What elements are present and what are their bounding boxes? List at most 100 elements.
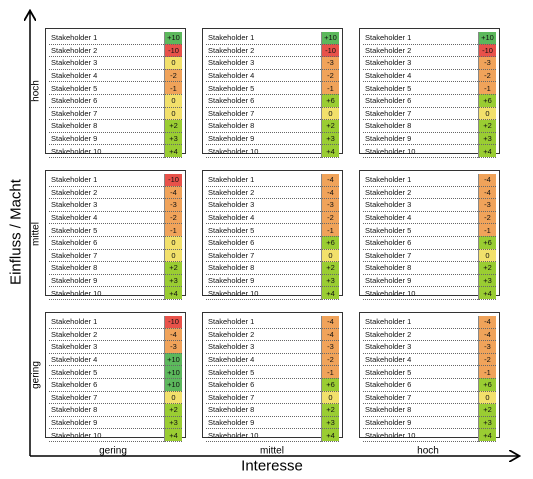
stakeholder-name: Stakeholder 10 [206, 286, 322, 300]
stakeholder-name: Stakeholder 3 [206, 56, 322, 70]
stakeholder-table: Stakeholder 1 -10 Stakeholder 2 -4 Stakehold… [49, 174, 182, 300]
stakeholder-name: Stakeholder 10 [363, 428, 479, 442]
stakeholder-row: Stakeholder 9 +3 [206, 274, 339, 288]
stakeholder-score: -4 [478, 174, 496, 187]
stakeholder-row: Stakeholder 6 +6 [206, 94, 339, 108]
stakeholder-name: Stakeholder 5 [363, 81, 479, 95]
stakeholder-row: Stakeholder 1 -10 [49, 316, 182, 329]
stakeholder-score: +10 [321, 32, 339, 45]
stakeholder-row: Stakeholder 10 +4 [363, 144, 496, 158]
stakeholder-row: Stakeholder 2 -4 [363, 328, 496, 342]
stakeholder-score: +4 [321, 286, 339, 300]
stakeholder-name: Stakeholder 2 [49, 44, 165, 58]
stakeholder-score: -10 [164, 174, 182, 187]
stakeholder-table: Stakeholder 1 +10 Stakeholder 2 -10 Stakehol… [363, 32, 496, 158]
stakeholder-row: Stakeholder 1 +10 [363, 32, 496, 45]
stakeholder-row: Stakeholder 4 +10 [49, 353, 182, 367]
stakeholder-name: Stakeholder 2 [363, 328, 479, 342]
stakeholder-score: -4 [478, 328, 496, 342]
stakeholder-row: Stakeholder 6 +6 [206, 378, 339, 392]
stakeholder-name: Stakeholder 5 [206, 365, 322, 379]
stakeholder-name: Stakeholder 5 [49, 81, 165, 95]
stakeholder-score: -4 [478, 316, 496, 329]
stakeholder-row: Stakeholder 4 -2 [363, 211, 496, 225]
stakeholder-name: Stakeholder 3 [206, 198, 322, 212]
panel-influence-medium-interest-low: Stakeholder 1 -10 Stakeholder 2 -4 Stakehold… [45, 170, 186, 300]
stakeholder-name: Stakeholder 6 [49, 94, 165, 108]
stakeholder-score: +10 [164, 32, 182, 45]
stakeholder-score: +2 [164, 403, 182, 417]
x-level-label: gering [99, 445, 127, 457]
stakeholder-score: -10 [164, 44, 182, 58]
stakeholder-name: Stakeholder 5 [206, 81, 322, 95]
stakeholder-name: Stakeholder 3 [363, 198, 479, 212]
stakeholder-name: Stakeholder 7 [49, 391, 165, 405]
stakeholder-name: Stakeholder 9 [206, 416, 322, 430]
stakeholder-row: Stakeholder 10 +4 [206, 286, 339, 300]
stakeholder-name: Stakeholder 9 [49, 132, 165, 146]
stakeholder-name: Stakeholder 5 [49, 223, 165, 237]
stakeholder-score: +3 [478, 132, 496, 146]
stakeholder-name: Stakeholder 1 [206, 316, 322, 329]
panel-influence-medium-interest-high: Stakeholder 1 -4 Stakeholder 2 -4 Stakeholde… [359, 170, 500, 300]
stakeholder-row: Stakeholder 10 +4 [206, 144, 339, 158]
stakeholder-score: 0 [164, 249, 182, 263]
stakeholder-score: -1 [478, 365, 496, 379]
stakeholder-name: Stakeholder 4 [363, 211, 479, 225]
stakeholder-name: Stakeholder 7 [206, 391, 322, 405]
stakeholder-row: Stakeholder 9 +3 [363, 132, 496, 146]
stakeholder-score: 0 [321, 391, 339, 405]
stakeholder-name: Stakeholder 1 [363, 316, 479, 329]
stakeholder-score: -4 [478, 186, 496, 200]
stakeholder-score: +2 [164, 261, 182, 275]
stakeholder-row: Stakeholder 5 -1 [206, 223, 339, 237]
stakeholder-score: 0 [321, 249, 339, 263]
stakeholder-score: 0 [164, 94, 182, 108]
stakeholder-row: Stakeholder 3 -3 [206, 340, 339, 354]
stakeholder-score: -3 [478, 340, 496, 354]
stakeholder-row: Stakeholder 10 +4 [49, 144, 182, 158]
stakeholder-row: Stakeholder 6 +6 [363, 236, 496, 250]
stakeholder-score: +10 [164, 353, 182, 367]
stakeholder-score: 0 [478, 249, 496, 263]
stakeholder-row: Stakeholder 5 -1 [206, 365, 339, 379]
stakeholder-name: Stakeholder 3 [49, 340, 165, 354]
stakeholder-name: Stakeholder 9 [206, 274, 322, 288]
panel-influence-low-interest-medium: Stakeholder 1 -4 Stakeholder 2 -4 Stakeholde… [202, 312, 343, 442]
stakeholder-score: -2 [478, 211, 496, 225]
stakeholder-row: Stakeholder 2 -4 [49, 186, 182, 200]
stakeholder-score: -2 [164, 69, 182, 83]
stakeholder-score: 0 [164, 56, 182, 70]
stakeholder-score: +4 [478, 428, 496, 442]
stakeholder-score: 0 [478, 391, 496, 405]
stakeholder-row: Stakeholder 2 -10 [206, 44, 339, 58]
stakeholder-score: +4 [164, 144, 182, 158]
y-level-label: mittel [30, 222, 42, 246]
stakeholder-name: Stakeholder 1 [206, 174, 322, 187]
stakeholder-name: Stakeholder 4 [206, 69, 322, 83]
stakeholder-score: +4 [478, 144, 496, 158]
stakeholder-score: +2 [478, 261, 496, 275]
stakeholder-score: +2 [321, 119, 339, 133]
stakeholder-score: -1 [478, 81, 496, 95]
stakeholder-row: Stakeholder 4 -2 [363, 353, 496, 367]
y-level-label: gering [30, 361, 42, 389]
stakeholder-row: Stakeholder 5 -1 [363, 365, 496, 379]
panel-influence-high-interest-low: Stakeholder 1 +10 Stakeholder 2 -10 Stakehol… [45, 28, 186, 158]
stakeholder-score: -2 [321, 69, 339, 83]
stakeholder-row: Stakeholder 5 -1 [49, 223, 182, 237]
stakeholder-name: Stakeholder 1 [363, 32, 479, 45]
stakeholder-score: +6 [321, 94, 339, 108]
stakeholder-name: Stakeholder 6 [363, 236, 479, 250]
stakeholder-name: Stakeholder 5 [49, 365, 165, 379]
stakeholder-row: Stakeholder 5 -1 [206, 81, 339, 95]
stakeholder-name: Stakeholder 2 [49, 328, 165, 342]
stakeholder-name: Stakeholder 8 [49, 403, 165, 417]
stakeholder-name: Stakeholder 8 [363, 403, 479, 417]
